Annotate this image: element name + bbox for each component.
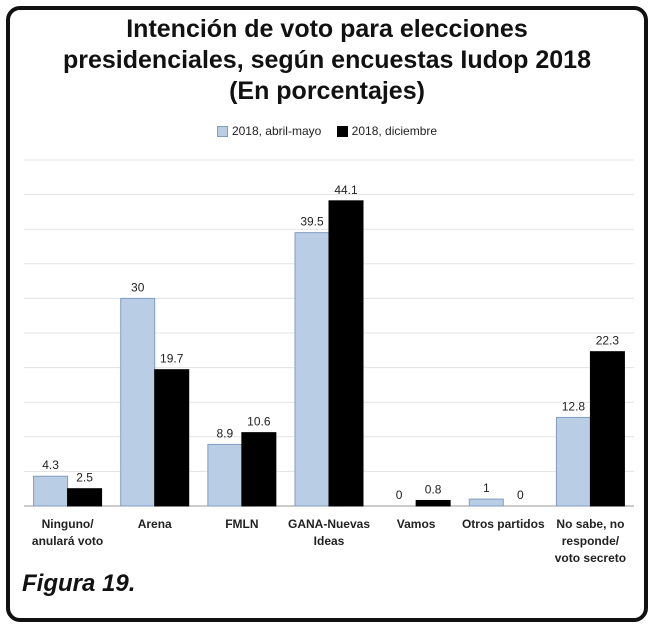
data-label: 39.5: [300, 215, 324, 229]
chart-title: Intención de voto para elecciones presid…: [10, 14, 644, 107]
data-label: 1: [483, 481, 490, 495]
bar-series-a: [555, 416, 591, 507]
x-tick-label: FMLN: [225, 517, 258, 531]
data-label: 0: [396, 488, 403, 502]
x-tick-label: Ninguno/anulará voto: [32, 517, 103, 548]
data-label: 0.8: [425, 482, 442, 496]
data-label: 4.3: [42, 458, 59, 472]
bar-series-b: [415, 499, 451, 507]
legend-label-series-a: 2018, abril-mayo: [231, 124, 322, 138]
bar-series-a: [33, 475, 69, 507]
legend: 2018, abril-mayo 2018, diciembre: [0, 124, 654, 140]
legend-swatch-series-a: [216, 125, 228, 137]
bar-series-a: [294, 232, 330, 507]
data-label: 10.6: [247, 415, 271, 429]
legend-item-series-b: 2018, diciembre: [336, 124, 438, 138]
data-label: 8.9: [217, 426, 234, 440]
x-tick-label: Vamos: [397, 517, 436, 531]
x-tick-label: GANA-Nuevas Ideas: [288, 517, 370, 548]
title-line-3: (En porcentajes): [229, 77, 425, 105]
data-label: 0: [517, 488, 524, 502]
x-tick-label: No sabe, no responde/voto secreto: [555, 517, 626, 565]
x-tick-label: Otros partidos: [462, 517, 545, 531]
bar-series-a: [207, 443, 243, 507]
bar-series-b: [328, 200, 364, 507]
data-label: 19.7: [160, 352, 184, 366]
data-label: 30: [131, 280, 145, 294]
data-label: 12.8: [562, 399, 586, 413]
data-label: 44.1: [334, 183, 358, 197]
bar-series-b: [67, 488, 103, 507]
legend-item-series-a: 2018, abril-mayo: [216, 124, 322, 138]
data-label: 2.5: [76, 471, 93, 485]
bar-series-a: [468, 498, 504, 507]
title-line-2: presidenciales, según encuestas Iudop 20…: [63, 46, 591, 74]
title-line-1: Intención de voto para elecciones: [126, 15, 528, 43]
bar-series-b: [589, 351, 625, 507]
legend-swatch-series-b: [336, 125, 348, 137]
bar-series-b: [241, 432, 277, 507]
x-tick-label: Arena: [138, 517, 172, 531]
bar-series-b: [154, 369, 190, 507]
legend-label-series-b: 2018, diciembre: [351, 124, 438, 138]
figure-caption: Figura 19.: [22, 570, 136, 597]
bar-series-a: [120, 297, 156, 507]
data-label: 22.3: [596, 334, 620, 348]
